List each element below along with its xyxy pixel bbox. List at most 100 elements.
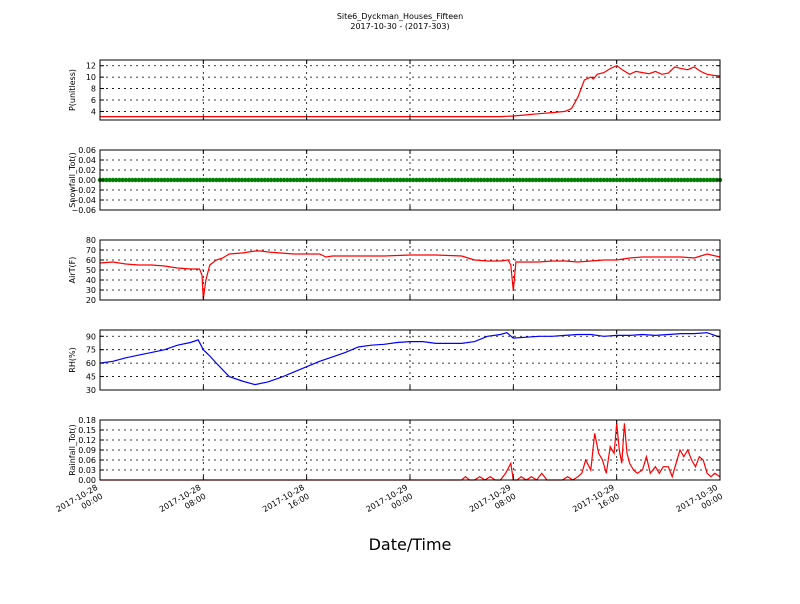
data-point	[482, 177, 487, 183]
y-tick-label: 70	[86, 246, 96, 255]
data-point	[220, 177, 225, 183]
x-tick-labels: 2017-10-2800:00 2017-10-2808:00 2017-10-28…	[54, 483, 724, 523]
y-tick-label: 12	[86, 62, 96, 71]
y-tick-label: 75	[86, 346, 96, 355]
x-tick-label: 2017-10-2916:00	[571, 483, 621, 523]
data-point	[314, 177, 319, 183]
data-point	[249, 177, 254, 183]
y-tick-label: 30	[86, 286, 96, 295]
data-point	[307, 177, 313, 183]
data-point	[172, 177, 177, 183]
subplot-2: 0.060.040.020.00−0.02−0.04−0.06Snowfall_…	[68, 146, 723, 215]
data-point	[453, 177, 458, 183]
data-point	[562, 177, 568, 183]
data-point	[136, 177, 141, 183]
data-point	[498, 177, 503, 183]
data-point	[436, 177, 442, 183]
data-point	[139, 177, 145, 183]
y-tick-label: 6	[91, 96, 96, 105]
data-point	[495, 177, 500, 183]
data-point	[359, 177, 364, 183]
data-point	[711, 177, 716, 183]
data-point	[692, 177, 697, 183]
data-point	[533, 177, 539, 183]
y-tick-label: 0.04	[78, 156, 96, 165]
data-point	[113, 177, 119, 183]
y-axis-label: Snowfall_Tot()	[68, 152, 77, 208]
data-point	[217, 177, 222, 183]
data-point	[388, 177, 393, 183]
x-tick-label: 2017-10-2800:00	[54, 483, 104, 523]
x-axis-label: Date/Time	[369, 535, 452, 554]
x-tick-label: 2017-10-3000:00	[674, 483, 724, 523]
data-point	[504, 177, 510, 183]
data-point	[285, 177, 290, 183]
data-point	[256, 177, 261, 183]
data-point	[301, 177, 306, 183]
data-point	[117, 177, 122, 183]
data-point	[104, 177, 109, 183]
data-point	[407, 177, 413, 183]
data-point	[465, 177, 471, 183]
data-point	[123, 177, 128, 183]
data-point	[365, 177, 371, 183]
data-point	[537, 177, 542, 183]
data-point	[275, 177, 280, 183]
data-point	[543, 177, 548, 183]
data-point	[268, 177, 274, 183]
data-point	[107, 177, 112, 183]
y-tick-label: 0.06	[78, 146, 96, 155]
data-point	[401, 177, 406, 183]
data-point	[323, 177, 329, 183]
y-tick-label: 30	[86, 386, 96, 395]
data-point	[620, 177, 626, 183]
y-tick-label: 90	[86, 332, 96, 341]
data-point	[230, 177, 235, 183]
data-point	[524, 177, 529, 183]
data-point	[650, 177, 655, 183]
data-point	[404, 177, 409, 183]
data-point	[701, 177, 707, 183]
data-point	[259, 177, 264, 183]
data-point	[236, 177, 242, 183]
data-point	[155, 177, 161, 183]
data-point	[672, 177, 677, 183]
data-point	[549, 177, 555, 183]
data-point	[582, 177, 587, 183]
data-point	[459, 177, 464, 183]
x-tick-label: 2017-10-2816:00	[261, 483, 311, 523]
data-point	[223, 177, 229, 183]
data-point	[304, 177, 309, 183]
data-point	[488, 177, 493, 183]
data-point	[682, 177, 687, 183]
data-point	[685, 177, 690, 183]
data-point	[595, 177, 600, 183]
data-point	[191, 177, 196, 183]
data-point	[239, 177, 245, 183]
data-point	[472, 177, 477, 183]
data-point	[159, 177, 164, 183]
data-point	[443, 177, 448, 183]
data-point	[704, 177, 710, 183]
x-tick-label: 2017-10-2900:00	[364, 483, 414, 523]
data-point	[611, 177, 616, 183]
data-point	[146, 177, 151, 183]
data-point	[475, 177, 480, 183]
data-point	[188, 177, 193, 183]
data-point	[327, 177, 332, 183]
y-tick-label: 0.00	[78, 176, 96, 185]
data-point	[588, 177, 593, 183]
data-point	[233, 177, 238, 183]
data-point	[246, 177, 251, 183]
data-point	[617, 177, 623, 183]
data-point	[559, 177, 564, 183]
y-tick-label: 0.18	[78, 416, 96, 425]
y-tick-label: 0.06	[78, 456, 96, 465]
y-axis-label: P(unitless)	[68, 69, 77, 111]
data-point	[675, 177, 681, 183]
data-point	[197, 177, 203, 183]
series-line	[99, 250, 721, 300]
data-point	[317, 177, 322, 183]
data-point	[382, 177, 387, 183]
